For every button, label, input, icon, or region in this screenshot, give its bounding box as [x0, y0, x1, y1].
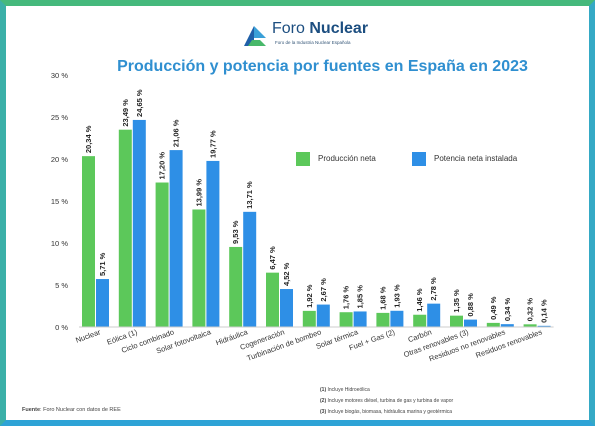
logo-subtitle: Foro de la Industria Nuclear Española — [275, 40, 351, 45]
value-label-potencia: 0,34 % — [503, 297, 512, 321]
value-label-produccion: 23,49 % — [121, 99, 130, 127]
bar-produccion — [192, 209, 206, 327]
bar-potencia — [316, 304, 330, 327]
bar-produccion — [155, 182, 169, 327]
footnote-2-mark: (2) — [320, 398, 327, 404]
bar-potencia — [464, 319, 477, 327]
bar-potencia — [169, 150, 183, 327]
legend-swatch-potencia — [412, 152, 426, 166]
footnote-3-text: Incluye biogás, biomasa, hidráulica mari… — [327, 409, 453, 415]
value-label-potencia: 1,93 % — [392, 284, 401, 308]
value-label-potencia: 5,71 % — [98, 252, 107, 276]
bar-potencia — [537, 325, 551, 327]
value-label-potencia: 24,65 % — [135, 89, 144, 117]
legend-label-potencia: Potencia neta instalada — [434, 154, 518, 163]
value-label-potencia: 2,78 % — [429, 277, 438, 301]
chart-title: Producción y potencia por fuentes en Esp… — [117, 58, 528, 75]
y-tick-label: 20 % — [51, 155, 68, 164]
value-label-produccion: 0,49 % — [489, 296, 498, 320]
foro-nuclear-logo-icon — [244, 26, 266, 46]
footnote-1-mark: (1) — [320, 387, 327, 393]
footnote-3: (3) Incluye biogás, biomasa, hidráulica … — [320, 409, 452, 415]
value-label-produccion: 13,99 % — [194, 179, 203, 207]
bar-produccion — [376, 312, 390, 327]
y-tick-label: 30 % — [51, 71, 68, 80]
value-label-produccion: 1,92 % — [305, 284, 314, 308]
y-tick-label: 10 % — [51, 239, 68, 248]
legend-swatch-produccion — [296, 152, 310, 166]
footnote-1-text: Incluye Hidroeólica — [327, 387, 370, 393]
logo-name-part2: Nuclear — [309, 20, 369, 37]
source-label: Fuente — [22, 407, 41, 413]
value-label-produccion: 20,34 % — [84, 125, 93, 153]
bar-potencia — [243, 211, 257, 327]
value-label-produccion: 9,53 % — [231, 220, 240, 244]
bar-chart: 0 % 5 % 10 % 15 % 20 % 25 % 30 % 20,34 % 5,71 % N… — [51, 71, 554, 363]
bar-potencia — [500, 324, 514, 327]
value-label-potencia: 0,88 % — [466, 293, 475, 317]
value-label-produccion: 0,32 % — [526, 298, 535, 322]
bar-produccion — [302, 310, 316, 327]
value-label-produccion: 1,76 % — [342, 286, 351, 310]
bar-potencia — [96, 279, 109, 327]
source-note: Fuente: Foro Nuclear con datos de REE — [22, 407, 121, 413]
value-label-potencia: 4,52 % — [282, 262, 291, 286]
source-text: : Foro Nuclear con datos de REE — [40, 407, 121, 413]
bar-potencia — [206, 160, 220, 327]
logo-name-part1: Foro — [272, 20, 305, 37]
bar-produccion — [118, 129, 132, 327]
footnote-2-text: Incluye motores diésel, turbina de gas y… — [327, 398, 454, 404]
value-label-potencia: 0,14 % — [540, 299, 549, 323]
bar-produccion — [486, 322, 500, 327]
bar-produccion — [413, 314, 427, 327]
value-label-potencia: 1,85 % — [356, 285, 365, 309]
bar-potencia — [353, 311, 367, 327]
bar-produccion — [229, 246, 243, 327]
value-label-potencia: 19,77 % — [208, 130, 217, 158]
bar-produccion — [266, 272, 279, 327]
value-label-produccion: 1,46 % — [415, 288, 424, 312]
bar-potencia — [427, 303, 441, 327]
footnote-3-mark: (3) — [320, 409, 327, 415]
category-label: Nuclear — [74, 327, 102, 344]
footnote-1: (1) Incluye Hidroeólica — [320, 387, 370, 393]
bar-produccion — [523, 324, 537, 327]
y-tick-label: 25 % — [51, 113, 68, 122]
value-label-produccion: 1,68 % — [378, 286, 387, 310]
footnote-2: (2) Incluye motores diésel, turbina de g… — [320, 398, 453, 404]
bar-potencia — [390, 310, 404, 327]
bar-potencia — [132, 119, 146, 327]
bar-potencia — [280, 289, 293, 327]
y-tick-label: 5 % — [55, 281, 68, 290]
bar-produccion — [450, 315, 463, 327]
value-label-produccion: 1,35 % — [452, 289, 461, 313]
value-label-produccion: 6,47 % — [268, 246, 277, 270]
value-label-produccion: 17,20 % — [158, 152, 167, 180]
bar-produccion — [339, 312, 353, 327]
y-tick-label: 15 % — [51, 197, 68, 206]
value-label-potencia: 21,06 % — [172, 119, 181, 147]
value-label-potencia: 13,71 % — [245, 181, 254, 209]
logo-name: Foro Nuclear — [272, 20, 368, 38]
legend-label-produccion: Producción neta — [318, 154, 376, 163]
bar-produccion — [82, 156, 95, 327]
y-tick-label: 0 % — [55, 323, 68, 332]
value-label-potencia: 2,67 % — [319, 278, 328, 302]
